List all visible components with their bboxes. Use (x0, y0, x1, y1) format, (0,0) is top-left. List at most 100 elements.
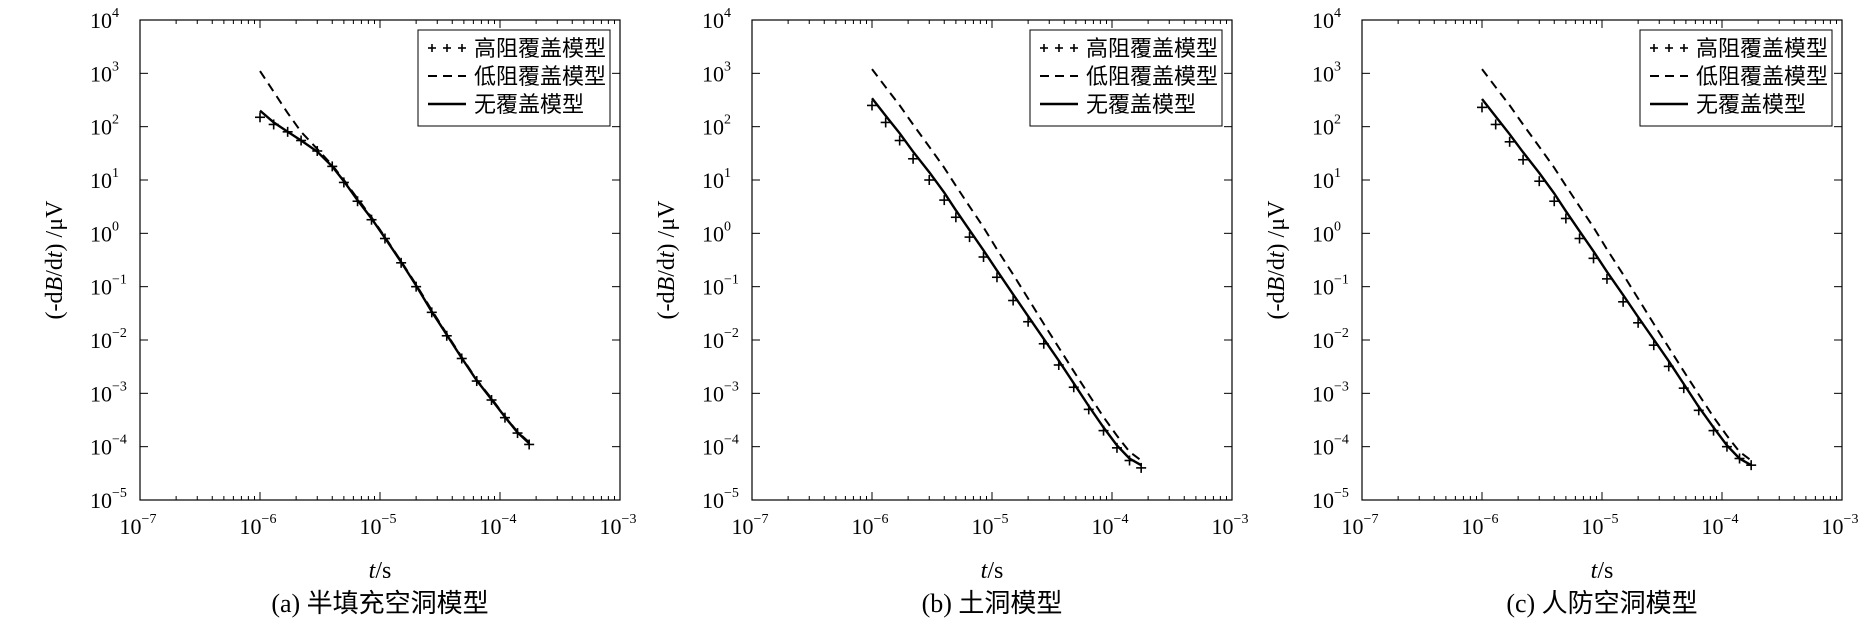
series-line-solid (871, 97, 1142, 467)
legend-marker-plus (1040, 44, 1048, 52)
y-tick-label: 103 (90, 59, 119, 86)
legend-label: 低阻覆盖模型 (1696, 65, 1828, 90)
y-tick-label: 103 (1312, 59, 1341, 86)
y-tick-label: 10−3 (702, 379, 739, 406)
legend-marker-plus (1665, 44, 1673, 52)
data-point-plus (1601, 273, 1612, 284)
series-line-dashed (1481, 68, 1752, 462)
data-point-plus (880, 117, 891, 128)
data-point-plus (1549, 196, 1560, 207)
data-point-plus (924, 175, 935, 185)
x-tick-label: 10−4 (1092, 512, 1129, 539)
y-axis-title: (-dB/dt) /μV (1264, 200, 1290, 320)
y-tick-label: 100 (90, 219, 119, 246)
y-tick-label: 10−2 (1312, 326, 1349, 353)
data-point-plus (1490, 119, 1501, 130)
x-tick-label: 10−3 (1822, 512, 1859, 539)
legend-box (1639, 29, 1833, 127)
x-tick-label: 10−5 (972, 512, 1009, 539)
data-point-plus (1504, 136, 1515, 147)
series-line-solid (1481, 98, 1752, 467)
legend-label: 高阻覆盖模型 (474, 37, 606, 62)
data-point-plus (1560, 213, 1571, 224)
x-tick-label: 10−5 (360, 512, 397, 539)
x-tick-label: 10−6 (1462, 512, 1499, 539)
y-tick-label: 100 (1312, 219, 1341, 246)
legend-label: 低阻覆盖模型 (474, 65, 606, 90)
y-tick-label: 10−3 (1312, 379, 1349, 406)
y-tick-label: 103 (702, 59, 731, 86)
data-point-plus (1518, 154, 1529, 165)
x-tick-label: 10−7 (1342, 512, 1379, 539)
series-line-dashed (871, 68, 1142, 462)
chart-panel-2: 10−7 10−6 10−5 10−4 10−3 10−5 10−4 10−3 10−2 10−1… (654, 6, 1248, 618)
data-point-plus (950, 212, 961, 223)
y-tick-label: 10−2 (90, 326, 127, 353)
y-tick-label: 10−5 (702, 486, 739, 513)
legend-label: 无覆盖模型 (1086, 93, 1196, 118)
legend-marker-plus (1650, 44, 1658, 52)
y-tick-label: 102 (90, 113, 119, 140)
y-tick-label: 102 (1312, 113, 1341, 140)
y-tick-label: 10−4 (90, 433, 127, 460)
y-tick-label: 100 (702, 219, 731, 246)
data-point-plus (1534, 176, 1545, 187)
y-tick-label: 10−1 (702, 273, 739, 300)
data-point-plus (939, 195, 950, 206)
x-tick-label: 10−3 (600, 512, 637, 539)
series-line-solid (259, 109, 531, 445)
y-tick-label: 10−5 (90, 486, 127, 513)
chart-panel-1: 10−7 10−6 10−5 10−4 10−3 10−5 10−4 10−3 10−2 10−1… (42, 6, 636, 618)
legend-box (1029, 29, 1223, 127)
legend-label: 无覆盖模型 (1696, 93, 1806, 118)
y-tick-label: 10−1 (1312, 273, 1349, 300)
legend-label: 无覆盖模型 (474, 93, 584, 118)
legend-label: 高阻覆盖模型 (1086, 37, 1218, 62)
legend-label: 低阻覆盖模型 (1086, 65, 1218, 90)
y-tick-label: 104 (90, 6, 119, 33)
data-point-plus (894, 135, 905, 146)
legend-marker-plus (443, 44, 451, 52)
legend-label: 高阻覆盖模型 (1696, 37, 1828, 62)
y-axis-title: (-dB/dt) /μV (654, 200, 680, 320)
chart-panel-3: 10−7 10−6 10−5 10−4 10−3 10−5 10−4 10−3 10−2 10−1… (1264, 6, 1858, 618)
x-tick-label: 10−4 (1702, 512, 1739, 539)
y-tick-label: 102 (702, 113, 731, 140)
data-point-plus (908, 153, 919, 164)
data-point-plus (964, 232, 975, 243)
x-tick-label: 10−4 (480, 512, 517, 539)
x-axis-title: t/s (981, 558, 1004, 584)
y-axis-title: (-dB/dt) /μV (42, 200, 68, 320)
data-point-plus (867, 100, 877, 111)
y-tick-label: 101 (702, 166, 731, 193)
data-point-plus (255, 112, 265, 123)
panel-caption: (c) 人防空洞模型 (1506, 589, 1697, 618)
x-tick-label: 10−5 (1582, 512, 1619, 539)
data-point-plus (1477, 102, 1487, 113)
x-tick-label: 10−6 (240, 512, 277, 539)
plot-area (1477, 68, 1757, 471)
x-tick-label: 10−6 (852, 512, 889, 539)
y-tick-label: 101 (1312, 166, 1341, 193)
y-tick-label: 10−2 (702, 326, 739, 353)
legend-marker-plus (458, 44, 466, 52)
x-axis-title: t/s (1591, 558, 1614, 584)
y-tick-label: 10−4 (1312, 433, 1349, 460)
y-tick-label: 10−4 (702, 433, 739, 460)
y-tick-label: 10−1 (90, 273, 127, 300)
legend-marker-plus (1680, 44, 1688, 52)
legend-marker-plus (1055, 44, 1063, 52)
legend-marker-plus (1070, 44, 1078, 52)
legend-box (417, 29, 611, 127)
panel-caption: (b) 土洞模型 (922, 589, 1063, 618)
series-line-dashed (259, 70, 530, 444)
panel-caption: (a) 半填充空洞模型 (271, 589, 488, 618)
plot-area (867, 68, 1147, 473)
y-tick-label: 10−3 (90, 379, 127, 406)
x-tick-label: 10−7 (732, 512, 769, 539)
x-tick-label: 10−7 (120, 512, 157, 539)
